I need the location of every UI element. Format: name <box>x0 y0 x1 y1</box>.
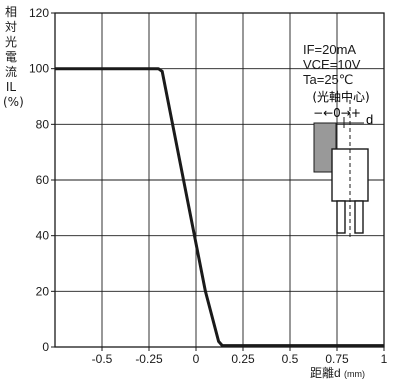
sensor-diagram: (光軸中心) −←0→+ d <box>312 89 373 238</box>
y-axis-label-char: 対 <box>4 20 17 34</box>
y-axis-label-char: IL <box>5 80 17 94</box>
direction-arrow-label: −←0→+ <box>313 106 361 120</box>
tick-marks <box>51 12 385 351</box>
detector-lead-right <box>354 200 364 234</box>
x-tick-label: 0.5 <box>282 352 299 366</box>
condition-vce: VCE=10V <box>303 57 361 72</box>
y-tick-label: 80 <box>36 117 50 131</box>
x-tick-label: 0.75 <box>325 352 349 366</box>
y-axis-label-char: 光 <box>4 35 17 49</box>
emitter-block <box>313 122 337 173</box>
y-tick-label: 40 <box>36 229 50 243</box>
x-tick-label: 0 <box>193 352 200 366</box>
y-tick-label: 0 <box>42 340 49 354</box>
optical-axis-label: (光軸中心) <box>312 89 369 104</box>
x-axis-unit: (mm) <box>344 369 366 379</box>
series-line <box>55 67 384 348</box>
x-axis-title: 距離d <box>310 366 341 380</box>
x-axis-label: 距離d (mm) <box>310 364 365 381</box>
condition-ta: Ta=25℃ <box>303 72 354 87</box>
y-axis-label-char: 相 <box>4 5 17 19</box>
condition-if: IF=20mA <box>303 42 357 57</box>
y-axis-label-char: (%) <box>3 95 24 109</box>
y-tick-label: 20 <box>36 284 50 298</box>
x-tick-label: -0.25 <box>135 352 163 366</box>
x-tick-label: 0.25 <box>231 352 255 366</box>
detector-lead-left <box>336 200 346 234</box>
y-tick-label: 100 <box>29 62 49 76</box>
y-axis-label-char: 流 <box>4 65 17 79</box>
y-axis-label-char: 電 <box>4 50 17 64</box>
y-tick-label: 120 <box>29 6 49 20</box>
x-tick-label: -0.5 <box>92 352 113 366</box>
y-tick-label: 60 <box>36 173 50 187</box>
d-label: d <box>366 112 373 127</box>
x-tick-label: 1 <box>381 352 388 366</box>
